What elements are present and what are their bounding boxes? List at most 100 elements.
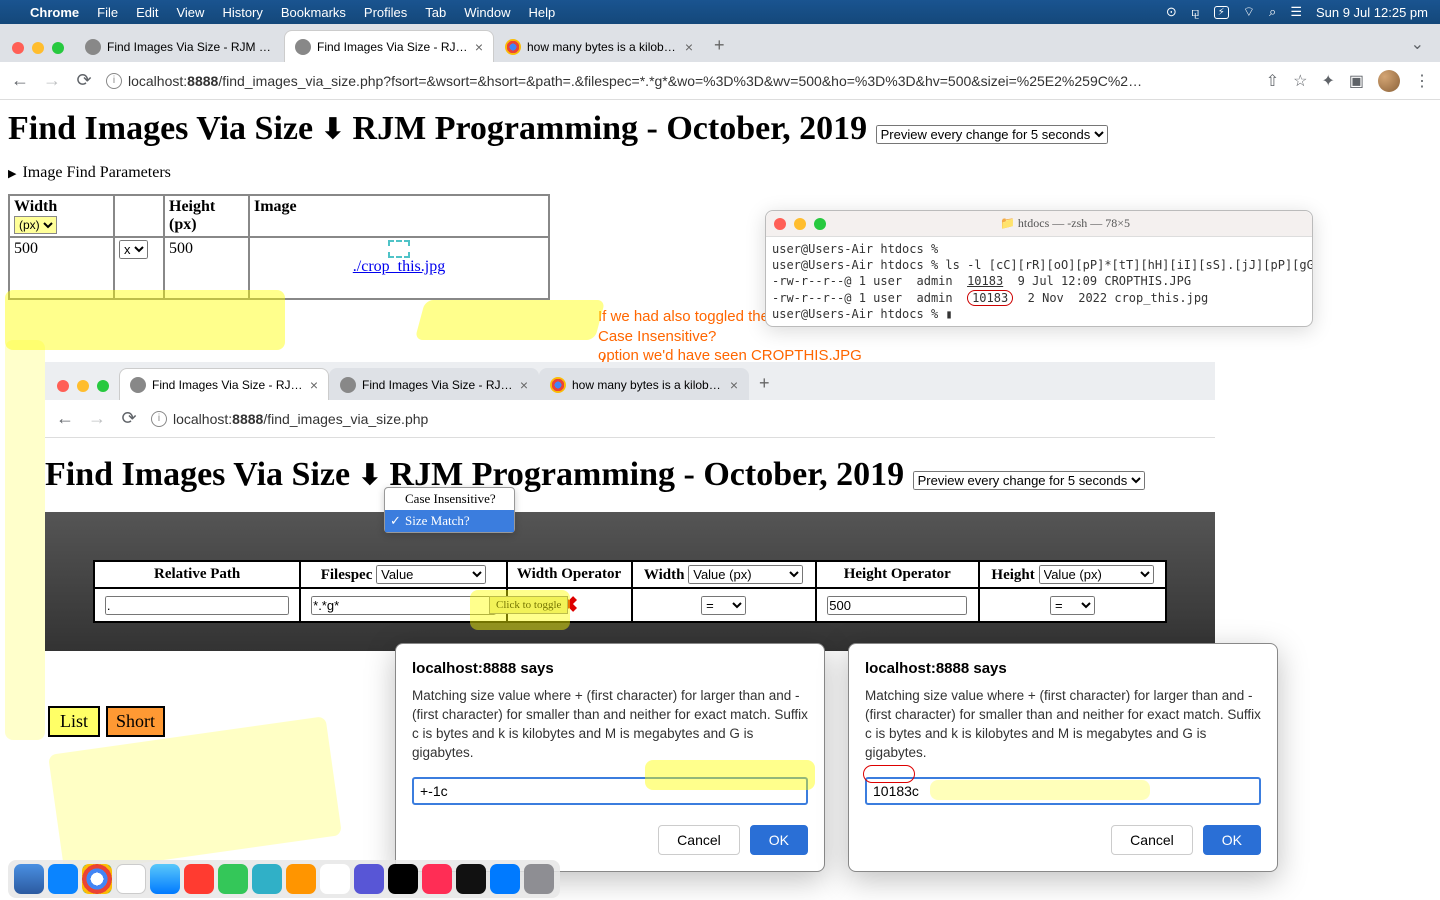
filespec-select[interactable]: Value <box>376 565 486 584</box>
menu-history[interactable]: History <box>222 5 262 20</box>
spotlight-icon[interactable]: ⌕ <box>1269 4 1276 20</box>
close-tab-icon[interactable]: × <box>475 39 483 55</box>
zoom-icon[interactable] <box>52 42 64 54</box>
cancel-button[interactable]: Cancel <box>658 825 740 855</box>
new-tab-button[interactable]: + <box>749 367 780 400</box>
site-info-icon[interactable]: i <box>106 73 122 89</box>
bookmark-icon[interactable]: ☆ <box>1293 71 1307 91</box>
menu-edit[interactable]: Edit <box>136 5 158 20</box>
height-unit-select[interactable]: Value (px) <box>1039 565 1154 584</box>
close-tab-icon[interactable]: × <box>685 39 693 55</box>
menu-file[interactable]: File <box>97 5 118 20</box>
sidepanel-icon[interactable]: ▣ <box>1349 71 1364 91</box>
back-icon[interactable]: ← <box>10 70 30 91</box>
nested-tab-2[interactable]: how many bytes is a kilobyte - × <box>539 368 749 400</box>
forward-icon[interactable]: → <box>42 70 62 91</box>
width-input[interactable] <box>827 596 967 615</box>
dock-app[interactable] <box>48 864 78 894</box>
close-icon[interactable] <box>774 218 786 230</box>
filespec-input[interactable] <box>311 596 496 615</box>
dock-app[interactable] <box>354 864 384 894</box>
nested-tab-0[interactable]: Find Images Via Size - RJM Prc× <box>119 368 329 400</box>
ok-button[interactable]: OK <box>750 825 808 855</box>
dock-app[interactable] <box>252 864 282 894</box>
tabs-dropdown-icon[interactable]: ⌄ <box>1403 34 1432 62</box>
share-icon[interactable]: ⇧ <box>1266 71 1279 91</box>
hop-select[interactable]: = <box>1050 596 1095 615</box>
prompt-input[interactable] <box>865 777 1261 805</box>
window-traffic-lights[interactable] <box>8 42 74 62</box>
wop-select[interactable]: = <box>701 596 746 615</box>
cancel-button[interactable]: Cancel <box>1111 825 1193 855</box>
relpath-input[interactable] <box>105 596 290 615</box>
dock-app[interactable] <box>524 864 554 894</box>
dropdown-menu[interactable]: Case Insensitive? Size Match? <box>384 487 515 533</box>
prompt-input[interactable] <box>412 777 808 805</box>
short-button[interactable]: Short <box>106 706 165 737</box>
wifi-icon[interactable]: ⌔ <box>1243 4 1255 20</box>
battery-icon[interactable]: ⚡︎ <box>1214 6 1229 19</box>
close-icon[interactable] <box>57 380 69 392</box>
op-select[interactable]: x <box>119 240 148 259</box>
preview-select[interactable]: Preview every change for 5 seconds <box>876 125 1108 144</box>
addressbar[interactable]: i localhost:8888/find_images_via_size.ph… <box>106 73 1254 89</box>
chrome-tab-0[interactable]: Find Images Via Size - RJM Prc <box>74 30 284 62</box>
dock-app[interactable] <box>456 864 486 894</box>
menu-bookmarks[interactable]: Bookmarks <box>281 5 346 20</box>
nested-addressbar[interactable]: i localhost:8888/find_images_via_size.ph… <box>151 411 1205 427</box>
bluetooth-icon[interactable]: ⚼ <box>1191 4 1200 20</box>
dock-app[interactable] <box>286 864 316 894</box>
control-center-icon[interactable]: ☰ <box>1290 4 1302 20</box>
dock-app[interactable] <box>150 864 180 894</box>
close-icon[interactable] <box>12 42 24 54</box>
menu-help[interactable]: Help <box>529 5 556 20</box>
minimize-icon[interactable] <box>32 42 44 54</box>
menu-window[interactable]: Window <box>464 5 510 20</box>
dropdown-opt-size[interactable]: Size Match? <box>385 510 514 532</box>
dock-app[interactable] <box>388 864 418 894</box>
dock-app[interactable] <box>82 864 112 894</box>
image-link[interactable]: ./crop_this.jpg <box>353 258 445 275</box>
reload-icon[interactable]: ⟳ <box>74 70 94 91</box>
dock-app[interactable] <box>218 864 248 894</box>
minimize-icon[interactable] <box>794 218 806 230</box>
zoom-icon[interactable] <box>97 380 109 392</box>
image-find-parameters-summary[interactable]: Image Find Parameters <box>8 164 1432 182</box>
ok-button[interactable]: OK <box>1203 825 1261 855</box>
back-icon[interactable]: ← <box>55 408 75 429</box>
reload-icon[interactable]: ⟳ <box>119 408 139 429</box>
close-tab-icon[interactable]: × <box>310 377 318 393</box>
nested-tab-1[interactable]: Find Images Via Size - RJM Prc× <box>329 368 539 400</box>
dock-app[interactable] <box>184 864 214 894</box>
app-name[interactable]: Chrome <box>30 5 79 20</box>
dock-app[interactable] <box>14 864 44 894</box>
dropdown-opt-case[interactable]: Case Insensitive? <box>385 488 514 510</box>
menu-tab[interactable]: Tab <box>425 5 446 20</box>
dock-app[interactable] <box>320 864 350 894</box>
nested-preview-select[interactable]: Preview every change for 5 seconds <box>913 471 1145 490</box>
chrome-menu-icon[interactable]: ⋮ <box>1414 71 1430 91</box>
chrome-tab-1[interactable]: Find Images Via Size - RJM Prc × <box>284 30 494 62</box>
minimize-icon[interactable] <box>77 380 89 392</box>
dock-app[interactable] <box>116 864 146 894</box>
width-unit-select[interactable]: (px) <box>14 216 57 234</box>
zoom-icon[interactable] <box>814 218 826 230</box>
close-tab-icon[interactable]: × <box>520 377 528 393</box>
dock-app[interactable] <box>490 864 520 894</box>
menu-profiles[interactable]: Profiles <box>364 5 407 20</box>
menu-view[interactable]: View <box>176 5 204 20</box>
site-info-icon[interactable]: i <box>151 411 167 427</box>
avatar-icon[interactable] <box>1378 70 1400 92</box>
extensions-icon[interactable]: ✦ <box>1321 71 1334 91</box>
terminal-body[interactable]: user@Users-Air htdocs % user@Users-Air h… <box>766 237 1312 326</box>
new-tab-button[interactable]: + <box>704 29 735 62</box>
close-tab-icon[interactable]: × <box>730 377 738 393</box>
clock[interactable]: Sun 9 Jul 12:25 pm <box>1316 5 1428 20</box>
width-unit-select[interactable]: Value (px) <box>688 565 803 584</box>
dock[interactable] <box>8 860 560 898</box>
list-button[interactable]: List <box>48 706 100 737</box>
chrome-tab-2[interactable]: how many bytes is a kilobyte - × <box>494 30 704 62</box>
rec-icon[interactable]: ⊙ <box>1166 4 1177 20</box>
dock-app[interactable] <box>422 864 452 894</box>
forward-icon[interactable]: → <box>87 408 107 429</box>
